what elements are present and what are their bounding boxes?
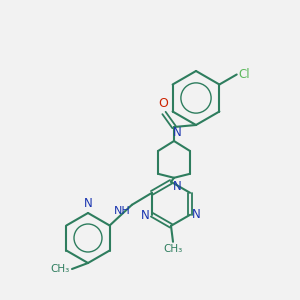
Text: CH₃: CH₃ bbox=[51, 264, 70, 274]
Text: N: N bbox=[141, 209, 150, 222]
Text: NH: NH bbox=[114, 206, 131, 216]
Text: N: N bbox=[172, 180, 182, 193]
Text: O: O bbox=[158, 97, 168, 110]
Text: N: N bbox=[84, 197, 92, 210]
Text: CH₃: CH₃ bbox=[164, 244, 183, 254]
Text: N: N bbox=[172, 126, 182, 139]
Text: Cl: Cl bbox=[239, 68, 250, 81]
Text: N: N bbox=[192, 208, 201, 221]
